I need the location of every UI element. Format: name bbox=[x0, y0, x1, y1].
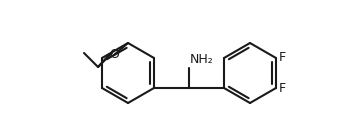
Text: F: F bbox=[279, 81, 286, 95]
Text: F: F bbox=[279, 52, 286, 64]
Text: NH₂: NH₂ bbox=[190, 53, 214, 66]
Text: O: O bbox=[109, 49, 119, 61]
